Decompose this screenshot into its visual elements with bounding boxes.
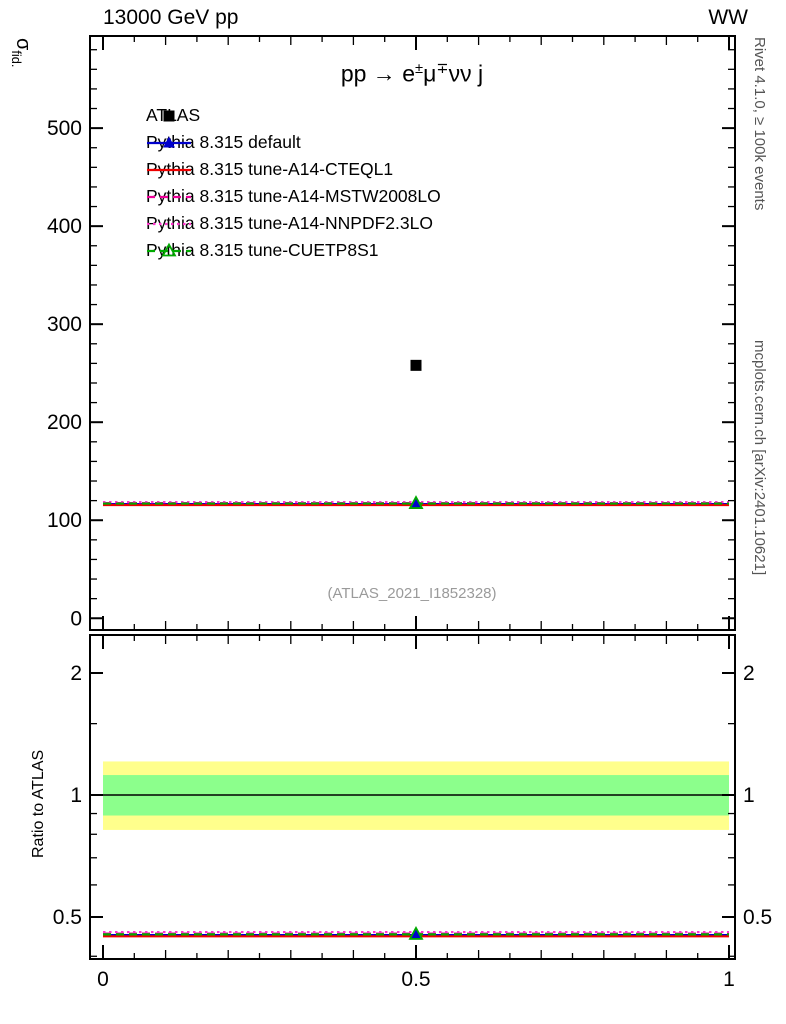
legend-label: Pythia 8.315 default — [146, 132, 301, 152]
legend-marker-icon — [163, 110, 175, 121]
svg-text:0.5: 0.5 — [401, 968, 430, 991]
legend-item: Pythia 8.315 tune-CUETP8S1 — [146, 237, 441, 264]
legend: ATLAS Pythia 8.315 default Pythia 8.315 tu… — [146, 102, 441, 264]
text-segment: pp → e — [340, 60, 415, 87]
legend-label: Pythia 8.315 tune-A14-MSTW2008LO — [146, 186, 441, 206]
beam-energy-label: 13000 GeV pp — [103, 6, 239, 29]
svg-text:0: 0 — [97, 968, 109, 991]
svg-text:100: 100 — [47, 509, 82, 532]
text-segment: μ — [423, 60, 437, 87]
legend-marker-icon — [147, 136, 191, 147]
svg-text:0.5: 0.5 — [53, 906, 82, 929]
svg-text:1: 1 — [723, 968, 735, 991]
text-segment: ∓ — [436, 61, 449, 77]
main-panel-plot: 0 100 200 300 400 500 — [47, 35, 736, 631]
svg-text:300: 300 — [47, 313, 82, 336]
text-segment: νν j — [448, 60, 484, 87]
ratio-panel-plot: 0.5 0.5 1 1 2 2 0 0.5 1 — [53, 634, 772, 991]
legend-marker-icon — [147, 242, 191, 256]
legend-item: Pythia 8.315 tune-A14-CTEQL1 — [146, 156, 441, 183]
legend-label: Pythia 8.315 tune-A14-NNPDF2.3LO — [146, 213, 433, 233]
svg-text:1: 1 — [70, 784, 82, 807]
svg-text:0: 0 — [70, 607, 82, 630]
legend-label: Pythia 8.315 tune-A14-CTEQL1 — [146, 159, 394, 179]
analysis-id-watermark: (ATLAS_2021_I1852328) — [327, 585, 497, 602]
svg-text:0.5: 0.5 — [743, 906, 772, 929]
svg-text:2: 2 — [70, 662, 82, 685]
legend-marker-icon — [147, 168, 191, 171]
legend-item: Pythia 8.315 tune-A14-NNPDF2.3LO — [146, 210, 441, 237]
legend-item: Pythia 8.315 default — [146, 129, 441, 156]
svg-text:500: 500 — [47, 117, 82, 140]
svg-text:200: 200 — [47, 411, 82, 434]
svg-text:400: 400 — [47, 215, 82, 238]
legend-marker-icon — [147, 222, 191, 225]
legend-marker-icon — [147, 195, 191, 198]
legend-item: Pythia 8.315 tune-A14-MSTW2008LO — [146, 183, 441, 210]
svg-text:1: 1 — [743, 784, 755, 807]
legend-item: ATLAS — [146, 102, 441, 129]
process-group-label: WW — [708, 6, 748, 29]
plot-title: pp → e±μ∓νν j — [341, 60, 483, 88]
text-segment: ± — [414, 61, 424, 77]
svg-text:2: 2 — [743, 662, 755, 685]
legend-label: Pythia 8.315 tune-CUETP8S1 — [146, 240, 379, 260]
